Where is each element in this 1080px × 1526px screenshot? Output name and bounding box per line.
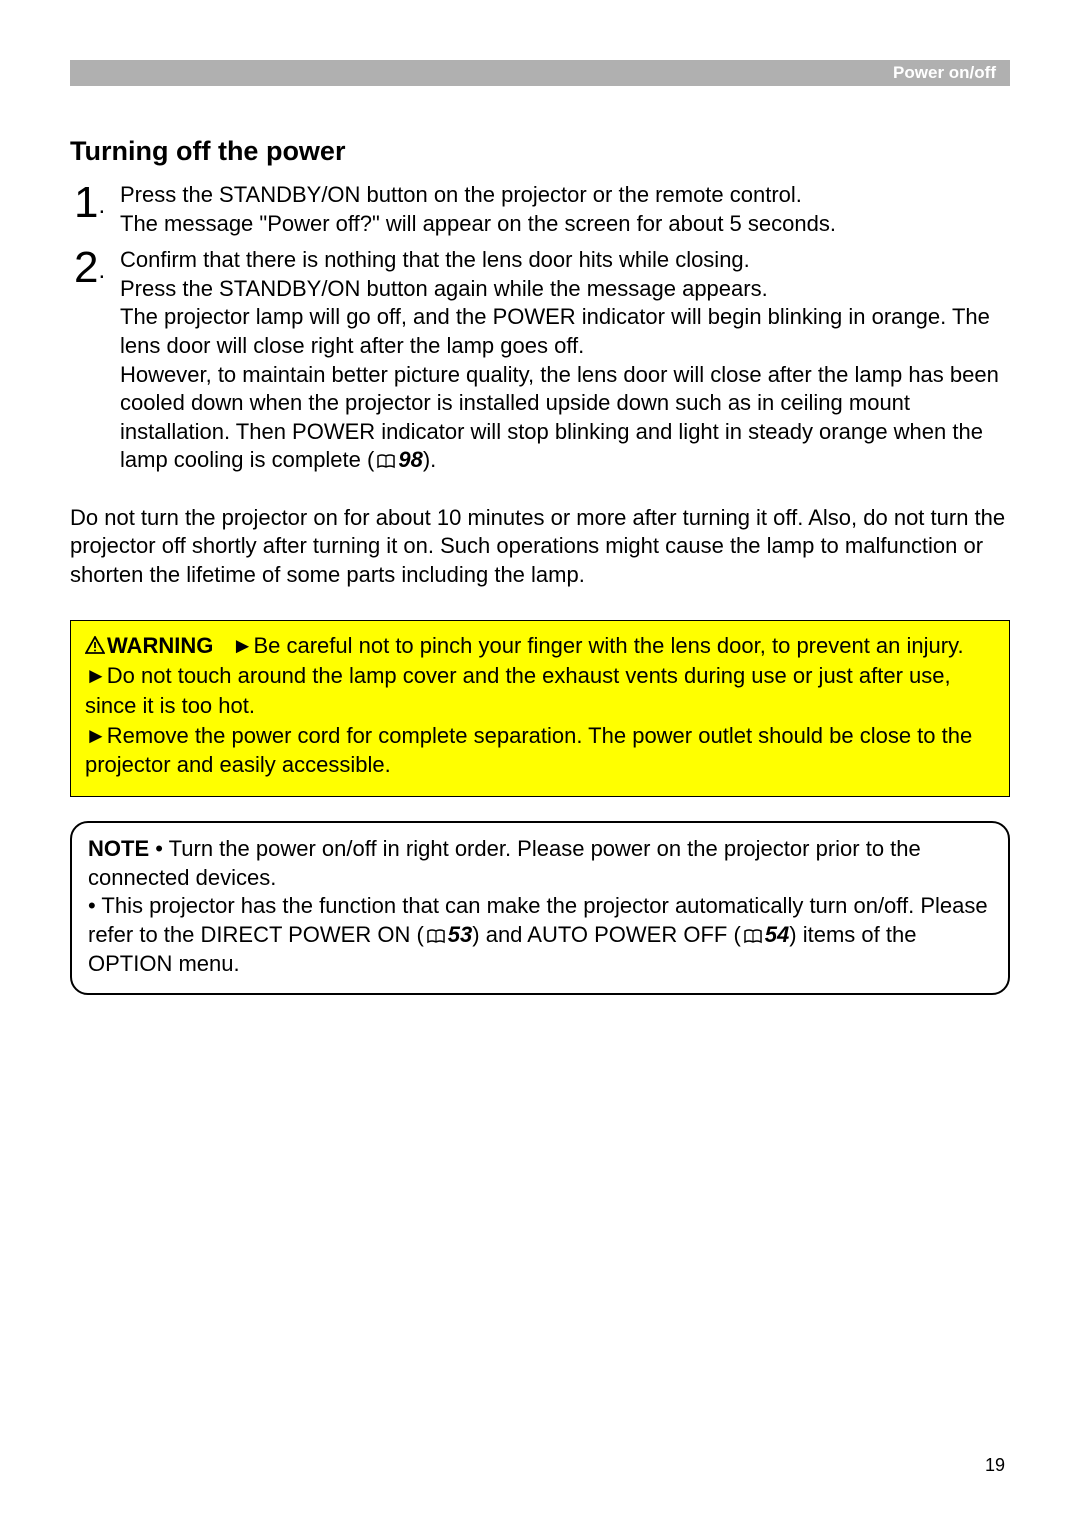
book-icon (426, 922, 446, 951)
page-title: Turning off the power (70, 136, 1010, 167)
body-paragraph: Do not turn the projector on for about 1… (70, 504, 1010, 590)
page-number: 19 (985, 1455, 1005, 1476)
step-2: 2. Confirm that there is nothing that th… (70, 246, 1010, 476)
note-line: • Turn the power on/off in right order. … (88, 836, 921, 890)
triangle-right-icon: ► (232, 631, 254, 661)
note-line: ) and AUTO POWER OFF ( (472, 922, 741, 947)
warning-triangle-icon (85, 632, 105, 662)
page-ref: 98 (398, 447, 422, 472)
step-number: 1. (70, 181, 120, 225)
steps-list: 1. Press the STANDBY/ON button on the pr… (70, 181, 1010, 476)
note-label: NOTE (88, 836, 149, 861)
page-ref: 53 (448, 922, 472, 947)
warning-item: Remove the power cord for complete separ… (85, 723, 972, 778)
page-ref: 54 (765, 922, 789, 947)
header-bar: Power on/off (70, 60, 1010, 86)
breadcrumb: Power on/off (893, 63, 996, 83)
book-icon (743, 922, 763, 951)
warning-item: Do not touch around the lamp cover and t… (85, 663, 951, 718)
note-box: NOTE • Turn the power on/off in right or… (70, 821, 1010, 995)
book-icon (376, 447, 396, 476)
step-1: 1. Press the STANDBY/ON button on the pr… (70, 181, 1010, 238)
warning-item: Be careful not to pinch your finger with… (253, 633, 963, 658)
triangle-right-icon: ► (85, 721, 107, 751)
triangle-right-icon: ► (85, 661, 107, 691)
step-body: Confirm that there is nothing that the l… (120, 246, 1010, 476)
warning-label: WARNING (107, 633, 213, 658)
step-body: Press the STANDBY/ON button on the proje… (120, 181, 1010, 238)
step-number: 2. (70, 246, 120, 290)
warning-box: WARNING ►Be careful not to pinch your fi… (70, 620, 1010, 797)
